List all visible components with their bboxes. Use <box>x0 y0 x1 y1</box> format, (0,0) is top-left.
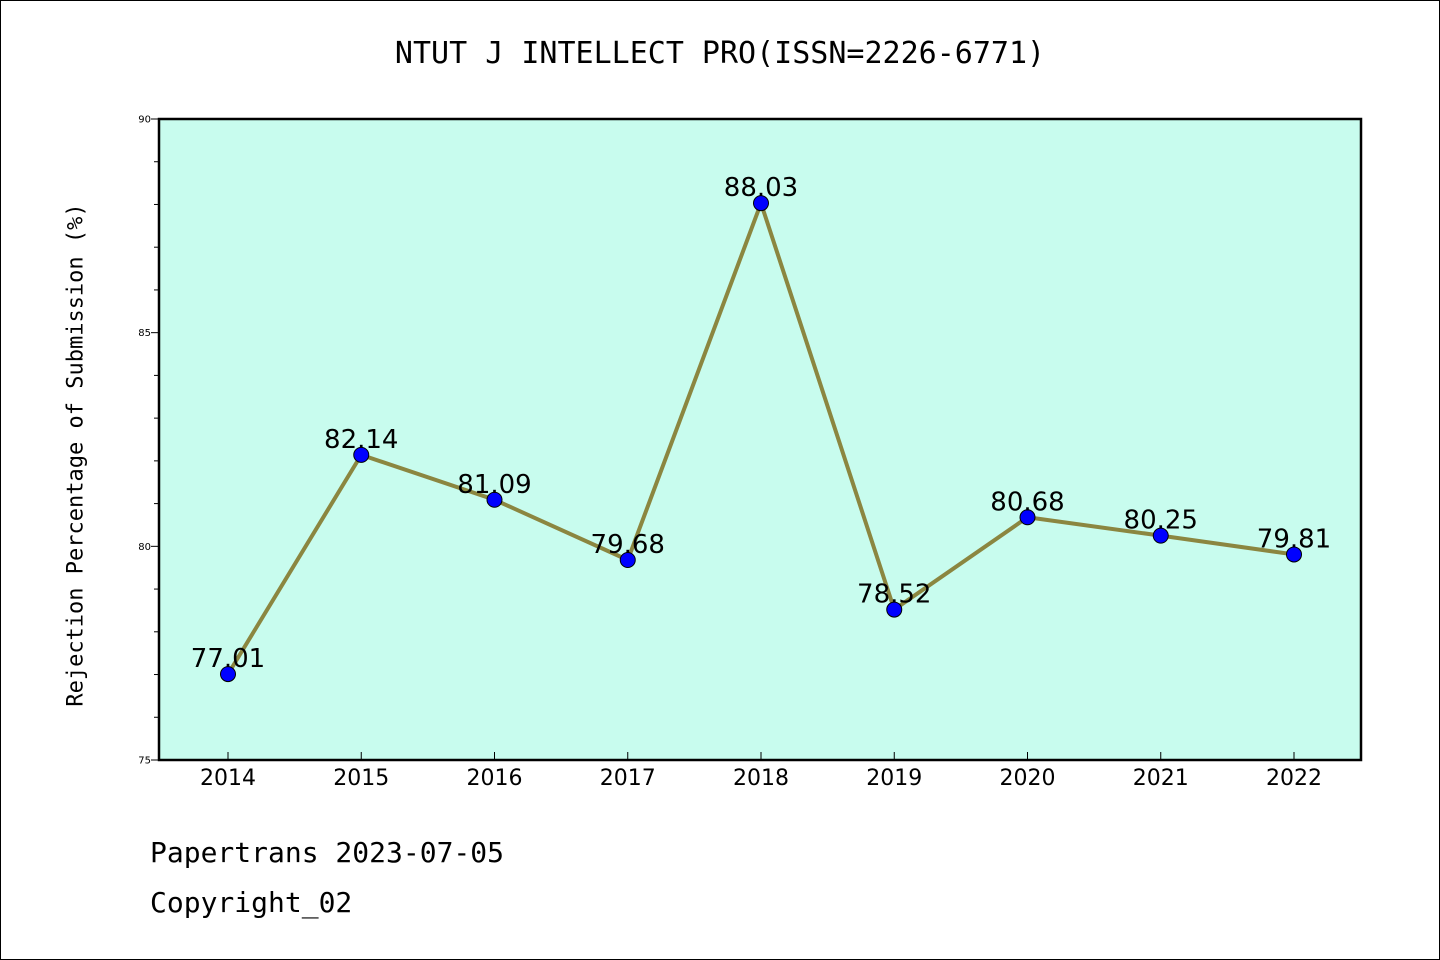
y-tick-label: 85 <box>138 328 151 339</box>
y-axis: 75 80 85 90 <box>138 115 159 767</box>
data-point <box>1019 509 1036 526</box>
chart-title: NTUT J INTELLECT PRO(ISSN=2226-6771) <box>394 36 1046 71</box>
x-axis: 2014 2015 2016 2017 2018 2019 2020 2021 2022 <box>200 752 1322 791</box>
data-label: 80.25 <box>1124 506 1198 536</box>
plot-area <box>159 119 1361 760</box>
x-tick-label: 2016 <box>467 766 523 791</box>
y-tick-label: 75 <box>138 756 151 767</box>
data-point <box>220 666 236 683</box>
data-point <box>353 446 370 463</box>
x-tick-label: 2020 <box>1000 766 1056 791</box>
x-tick-label: 2015 <box>333 766 389 791</box>
data-point <box>753 195 769 212</box>
footer-date-text: Papertrans 2023-07-05 <box>150 836 505 869</box>
data-label: 78.52 <box>857 580 931 610</box>
footer-copyright-text: Copyright_02 <box>150 886 353 919</box>
x-tick-label: 2022 <box>1266 766 1322 791</box>
data-label: 80.68 <box>990 487 1064 517</box>
data-point <box>886 601 903 618</box>
data-point <box>619 552 636 569</box>
data-point <box>486 491 503 508</box>
x-tick-label: 2017 <box>600 766 656 791</box>
y-tick-label: 80 <box>138 542 151 553</box>
data-label: 79.68 <box>591 530 665 560</box>
series-group: 77.01 82.14 81.09 79.68 88.03 78.52 80.68 80.25… <box>191 173 1331 683</box>
data-point <box>1286 546 1302 563</box>
y-tick-label: 90 <box>138 115 151 126</box>
x-tick-label: 2014 <box>200 766 256 791</box>
x-tick-label: 2021 <box>1133 766 1189 791</box>
x-tick-label: 2019 <box>866 766 922 791</box>
plot-border <box>157 117 1363 762</box>
data-label: 77.01 <box>191 644 265 674</box>
data-point <box>1152 527 1169 544</box>
data-label: 81.09 <box>457 470 531 500</box>
data-label: 82.14 <box>324 425 398 455</box>
x-tick-label: 2018 <box>733 766 789 791</box>
data-label: 88.03 <box>724 173 798 203</box>
data-label: 79.81 <box>1257 524 1331 554</box>
